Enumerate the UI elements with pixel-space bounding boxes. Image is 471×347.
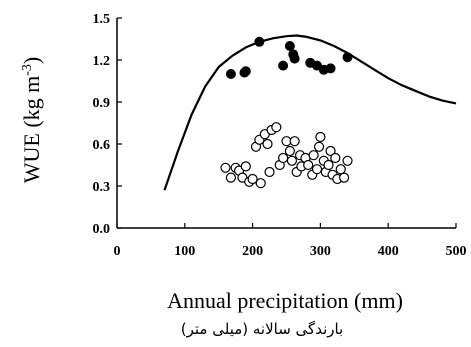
open-data-point [308,150,319,161]
open-data-point [325,145,336,157]
open-data-point [264,166,275,178]
x-axis-label-secondary: بارندگی سالانه (میلی متر) [181,320,343,338]
open-data-point [313,141,325,152]
plot-area [163,34,457,191]
open-data-point [342,155,353,166]
open-data-point [278,152,289,164]
open-data-point [247,173,258,185]
x-tick-label: 100 [174,244,195,259]
y-tick-label: 0.3 [93,180,111,195]
x-tick-label: 300 [310,244,331,259]
x-axis-label: Annual precipitation (mm) [167,288,403,313]
filled-data-point [284,41,295,51]
y-axis-label-close: ) [19,57,44,64]
tick-labels: 0.0 0.3 0.6 0.9 1.2 1.5 0 100 200 300 400 500 [93,12,467,259]
open-data-point [311,164,323,175]
x-tick-label: 400 [378,244,399,259]
y-axis-label-main: WUE (kg m [19,76,44,184]
y-tick-label: 0.9 [93,96,111,111]
open-data-point [339,172,350,183]
open-data-point [323,159,334,171]
open-data-point [303,159,314,171]
x-tick-label: 500 [446,244,467,259]
x-tick-label: 0 [114,244,121,259]
y-tick-label: 0.0 [93,222,111,237]
open-data-point [330,152,341,164]
open-data-point [262,138,273,150]
filled-data-point [325,63,336,74]
open-data-point [255,178,266,189]
open-data-point [271,122,282,133]
open-data-point [225,172,237,183]
filled-data-point [254,36,265,47]
filled-data-point [278,60,289,71]
y-axis-label: WUE (kg m-3) [19,57,44,184]
x-tick-label: 200 [242,244,263,259]
filled-data-point [289,53,300,64]
y-tick-label: 1.2 [93,54,111,69]
open-data-point [335,164,346,175]
filled-data-point [225,69,236,79]
open-data-point [289,136,300,147]
y-tick-label: 0.6 [93,138,111,153]
open-data-point [315,131,326,143]
open-data-point [240,161,251,172]
open-data-point [284,145,295,157]
fitted-curve [163,34,457,191]
open-data-point [220,162,231,173]
filled-data-point [342,52,353,63]
open-data-point [286,155,298,166]
y-axis-label-superscript: -3 [20,64,35,76]
y-tick-label: 1.5 [93,12,111,27]
filled-data-point [240,66,251,77]
axes [116,17,457,229]
